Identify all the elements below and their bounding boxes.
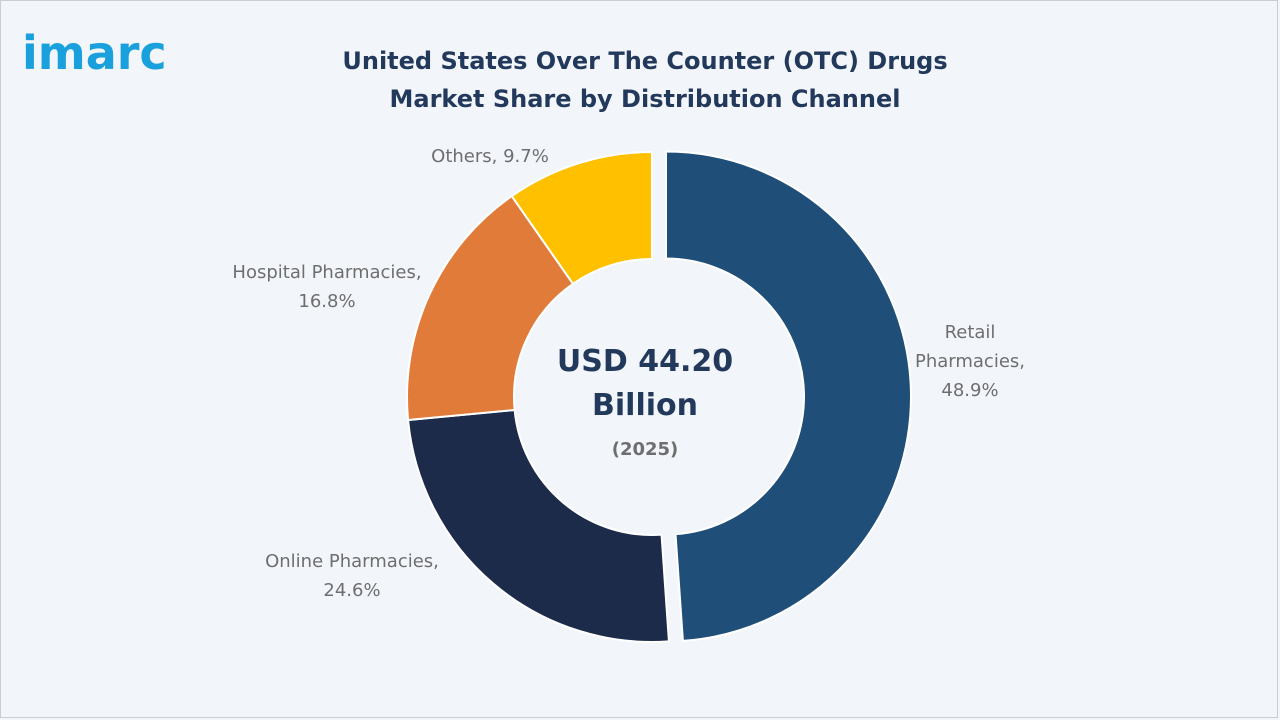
slice-retail-pharmacies xyxy=(664,150,912,642)
center-year: (2025) xyxy=(612,439,679,460)
slice-others xyxy=(510,150,653,286)
chart-title: United States Over The Counter (OTC) Dru… xyxy=(342,47,948,113)
center-value-line2: Billion xyxy=(592,388,698,423)
imarc-logo: imarc xyxy=(22,26,167,80)
slice-label-others: Others, 9.7% xyxy=(431,146,549,167)
slice-label-online-pharmacies: Online Pharmacies, 24.6% xyxy=(265,551,439,601)
slice-online-pharmacies xyxy=(406,408,670,643)
slice-label-hospital-pharmacies: Hospital Pharmacies, 16.8% xyxy=(232,262,421,312)
center-value-line1: USD 44.20 xyxy=(557,344,733,379)
slice-label-retail-pharmacies: Retail Pharmacies, 48.9% xyxy=(915,322,1025,401)
slice-hospital-pharmacies xyxy=(406,194,575,422)
